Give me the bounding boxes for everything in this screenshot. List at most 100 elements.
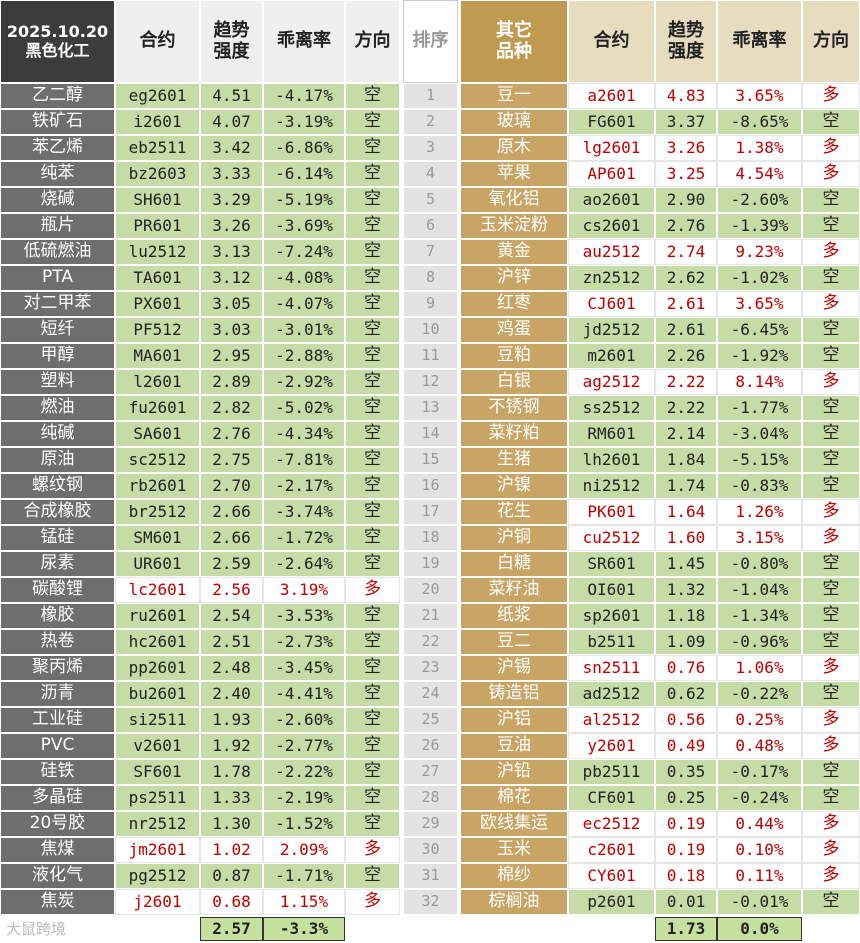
deviation-text: -2.77% [275, 735, 333, 755]
contract-text: lc2601 [128, 579, 187, 599]
contract: a2601 [568, 83, 655, 109]
deviation: -1.72% [263, 525, 345, 551]
deviation: 1.38% [717, 135, 802, 161]
rank-text: 17 [421, 502, 440, 521]
contract: p2601 [568, 889, 655, 915]
rank: 7 [403, 239, 458, 265]
variety-name: 橡胶 [0, 603, 115, 629]
contract: hc2601 [115, 629, 200, 655]
variety-name-text: 锰硅 [40, 527, 75, 548]
trend-strength-text: 1.30 [212, 813, 251, 833]
variety-name: 白糖 [460, 551, 568, 577]
contract: au2512 [568, 239, 655, 265]
rank-text: 15 [421, 450, 440, 469]
direction-text: 空 [364, 241, 381, 262]
avg-strength-text: 2.57 [212, 918, 251, 938]
trend-strength-text: 1.02 [212, 839, 251, 859]
column-header: 合约 [568, 0, 655, 83]
deviation: -0.24% [717, 785, 802, 811]
contract: ni2512 [568, 473, 655, 499]
trend-strength-text: 2.66 [212, 527, 251, 547]
deviation: -0.80% [717, 551, 802, 577]
contract: br2512 [115, 499, 200, 525]
direction-text: 空 [822, 397, 840, 418]
trend-strength-text: 1.18 [666, 605, 706, 625]
trend-strength: 0.25 [655, 785, 717, 811]
variety-name: 白银 [460, 369, 568, 395]
deviation: -4.08% [263, 265, 345, 291]
trend-strength-text: 1.32 [666, 579, 706, 599]
variety-name: 工业硅 [0, 707, 115, 733]
variety-name-text: 沪铜 [497, 527, 531, 548]
contract-text: sn2511 [582, 657, 641, 677]
deviation-text: -1.77% [730, 397, 789, 417]
column-header: 方向 [802, 0, 860, 83]
variety-name-text: 玉米淀粉 [480, 215, 548, 236]
direction-text: 空 [364, 137, 381, 158]
direction: 多 [802, 655, 860, 681]
rank: 25 [403, 707, 458, 733]
rank: 32 [403, 889, 458, 915]
trend-strength: 0.68 [200, 889, 263, 915]
variety-name: 燃油 [0, 395, 115, 421]
deviation: -3.74% [263, 499, 345, 525]
column-header: 趋势 强度 [655, 0, 717, 83]
deviation: 3.19% [263, 577, 345, 603]
direction: 空 [345, 421, 400, 447]
rank-text: 18 [421, 528, 440, 547]
trend-strength-text: 0.01 [666, 891, 706, 911]
column-header: 乖离率 [717, 0, 802, 83]
trend-strength: 3.25 [655, 161, 717, 187]
deviation: -2.92% [263, 369, 345, 395]
deviation-text: 1.06% [735, 657, 784, 677]
direction: 多 [802, 837, 860, 863]
trend-strength: 1.92 [200, 733, 263, 759]
rank-text: 12 [421, 372, 440, 391]
sector-header-text: 黑色化工 [25, 40, 90, 60]
trend-strength-text: 2.61 [666, 293, 706, 313]
direction: 空 [802, 785, 860, 811]
contract-text: CJ601 [587, 293, 636, 313]
direction-text: 空 [822, 787, 840, 808]
direction-text: 空 [364, 501, 381, 522]
trend-strength-text: 3.26 [212, 215, 251, 235]
direction: 多 [802, 135, 860, 161]
contract: CF601 [568, 785, 655, 811]
contract: lg2601 [568, 135, 655, 161]
trend-strength-text: 2.59 [212, 553, 251, 573]
deviation-text: -4.08% [275, 267, 333, 287]
deviation-text: -4.17% [275, 85, 333, 105]
direction: 空 [802, 317, 860, 343]
variety-name: 玉米淀粉 [460, 213, 568, 239]
deviation-text: -1.39% [730, 215, 789, 235]
direction: 空 [345, 681, 400, 707]
rank-header-text: 排序 [412, 30, 449, 52]
direction: 空 [802, 421, 860, 447]
deviation-text: 3.15% [735, 527, 784, 547]
avg-strength-text: 1.73 [666, 918, 706, 938]
direction: 多 [802, 83, 860, 109]
variety-name: 20号胶 [0, 811, 115, 837]
other-header: 其它 品种 [460, 0, 568, 83]
trend-strength-text: 1.45 [666, 553, 706, 573]
deviation: 4.54% [717, 161, 802, 187]
trend-strength-text: 2.89 [212, 371, 251, 391]
variety-name: 焦炭 [0, 889, 115, 915]
deviation-text: -4.41% [275, 683, 333, 703]
deviation: -1.02% [717, 265, 802, 291]
deviation: 0.10% [717, 837, 802, 863]
trend-strength: 2.22 [655, 395, 717, 421]
avg-strength: 1.73 [655, 917, 717, 941]
trend-strength-text: 2.62 [666, 267, 706, 287]
trend-strength: 1.64 [655, 499, 717, 525]
trend-strength: 2.70 [200, 473, 263, 499]
trend-strength-text: 2.74 [666, 241, 706, 261]
rank: 9 [403, 291, 458, 317]
trend-strength: 2.95 [200, 343, 263, 369]
trend-strength: 4.83 [655, 83, 717, 109]
other-header-text: 其它 [496, 19, 532, 41]
variety-name: 豆二 [460, 629, 568, 655]
variety-name: 玉米 [460, 837, 568, 863]
trend-strength: 0.87 [200, 863, 263, 889]
trend-strength: 2.82 [200, 395, 263, 421]
